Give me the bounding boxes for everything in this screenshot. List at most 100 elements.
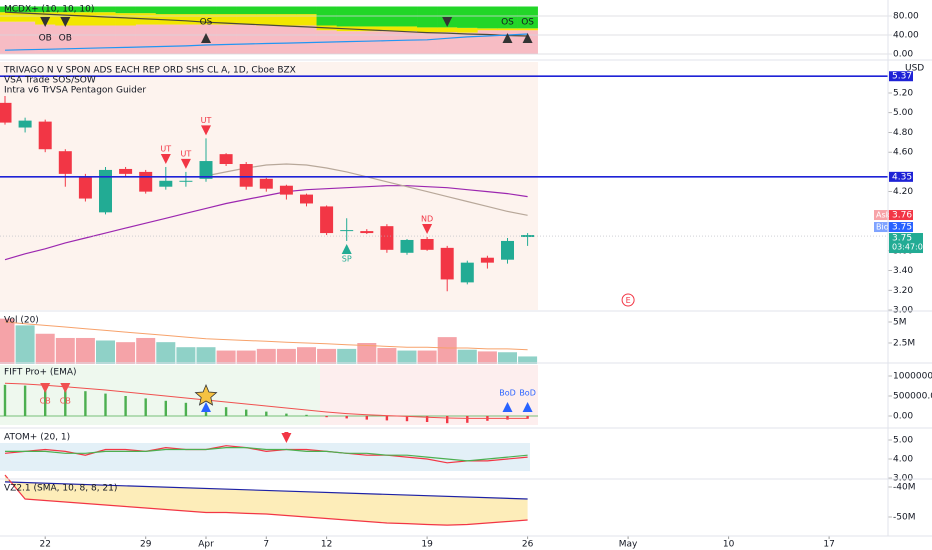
atom-arrow (281, 433, 292, 443)
y-tick-label: 4.60 (893, 148, 913, 158)
mcdx-segment (256, 14, 277, 26)
y-tick-label: 2.5M (893, 339, 915, 349)
mcdx-segment (457, 32, 478, 54)
fift-bar (245, 409, 248, 416)
mcdx-segment (296, 14, 317, 26)
mcdx-segment (437, 27, 458, 33)
fift-signal-label: BoD (519, 389, 536, 398)
mcdx-segment (356, 31, 378, 54)
volume-bar (477, 351, 497, 364)
candle-body (320, 206, 334, 234)
volume-bar (337, 348, 357, 364)
fift-bar (365, 416, 368, 420)
mcdx-segment (0, 12, 16, 22)
mcdx-segment (15, 12, 36, 22)
candle-body (340, 230, 354, 232)
fift-signal (60, 383, 71, 393)
y-tick-label: 5M (893, 318, 907, 328)
volume-bar (75, 337, 95, 364)
mcdx-signal (442, 17, 453, 27)
countdown: 03:47:09 (892, 243, 928, 252)
volume-bar (116, 342, 136, 364)
mcdx-segment (55, 25, 76, 54)
candle-body (199, 161, 213, 179)
mcdx-segment (296, 6, 317, 15)
volume-bar (176, 347, 196, 364)
earnings-label: E (626, 296, 631, 305)
mcdx-signal (201, 33, 211, 43)
mcdx-signal-label: OS (521, 18, 534, 28)
fift-signal (40, 383, 51, 393)
mcdx-segment (336, 6, 358, 27)
candle-body (219, 154, 233, 165)
mcdx-segment (35, 6, 56, 13)
fift-bar (345, 416, 348, 419)
y-tick-label: 3.40 (893, 266, 913, 276)
fift-bar (526, 416, 529, 419)
mcdx-segment (417, 6, 438, 28)
volume-bar (35, 333, 55, 364)
volume-bar (256, 348, 276, 364)
fift-bar (265, 411, 268, 416)
vsa-signal (341, 243, 352, 254)
y-tick-label: 500000.00 (893, 392, 932, 402)
mcdx-signal-label: OS (501, 18, 514, 28)
mcdx-segment (477, 28, 498, 31)
fift-signal-label: CB (60, 397, 71, 406)
y-tick-label: 0.00 (893, 50, 913, 60)
volume-bar (216, 350, 236, 364)
mcdx-segment (15, 6, 36, 13)
mcdx-signal (522, 33, 533, 43)
mcdx-segment (477, 6, 498, 29)
candle-body (380, 226, 394, 250)
x-tick-label: Apr (198, 540, 214, 550)
fift-bar (325, 416, 328, 418)
x-tick-label: 17 (823, 540, 834, 550)
fift-bar (184, 402, 188, 416)
y-tick-label: 80.00 (893, 12, 919, 22)
mcdx-segment (75, 6, 96, 13)
level-label: 5.37 (892, 72, 912, 82)
y-tick-label: 4.00 (893, 455, 913, 465)
y-tick-label: 3.20 (893, 286, 913, 296)
vsa-signal (180, 158, 191, 169)
mcdx-segment (95, 25, 116, 54)
mcdx-segment (336, 31, 358, 54)
x-tick-label: May (619, 540, 638, 550)
volume-ma (4, 321, 528, 351)
mcdx-signal (502, 33, 513, 43)
fift-signal-label: BoD (499, 389, 516, 398)
fift-bar (3, 384, 7, 416)
mcdx-segment (376, 31, 398, 54)
level-box (889, 171, 913, 182)
mcdx-segment (15, 21, 36, 54)
mcdx-segment (195, 14, 217, 25)
mcdx-segment (356, 26, 378, 32)
earnings-marker (621, 293, 635, 307)
mcdx-segment (296, 25, 317, 54)
mcdx-segment (135, 24, 157, 54)
volume-bar (236, 350, 256, 364)
candle-body (179, 180, 193, 182)
candle-body (420, 238, 434, 250)
vz-trend (4, 481, 528, 500)
moving-average (4, 185, 528, 261)
mcdx-segment (95, 12, 116, 26)
y-tick-label: 1000000.00 (893, 372, 932, 382)
mcdx-segment (236, 14, 257, 25)
mcdx-segment (115, 25, 136, 54)
mcdx-segment (175, 14, 197, 25)
candle-body (521, 235, 535, 238)
mcdx-segment (437, 32, 458, 54)
bid-label-box (874, 222, 889, 233)
candle-body (360, 231, 374, 234)
panel-subtitle: VSA Trade SOS/SOW (4, 76, 96, 86)
mcdx-segment (497, 6, 518, 29)
volume-bar (276, 348, 296, 364)
candle-body (58, 151, 72, 174)
mcdx-segment (256, 25, 277, 54)
x-tick-label: 7 (263, 540, 269, 550)
candle-body (119, 168, 133, 174)
mcdx-signal (60, 17, 71, 27)
currency: USD (905, 64, 924, 74)
